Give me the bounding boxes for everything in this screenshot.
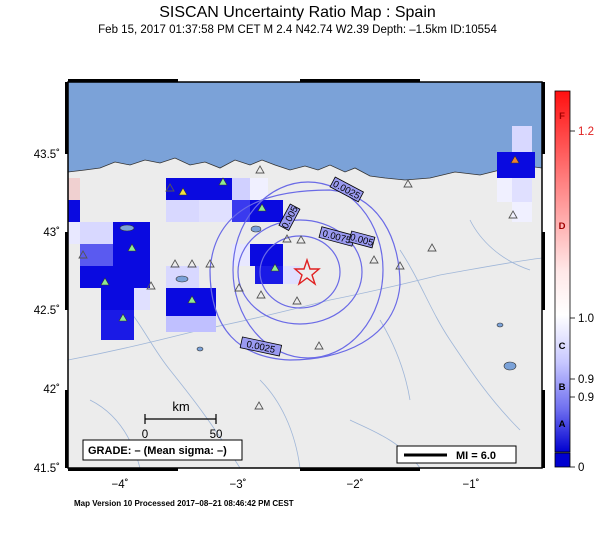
colorbar-value: 1.0 [578,313,594,325]
sea-area [68,82,542,180]
lakes [119,224,517,371]
grade-box: GRADE: – (Mean sigma: –) [82,439,243,461]
colorbar-value: 0.9 [578,374,594,386]
colorbar-letter: D [559,221,566,232]
map-title: SISCAN Uncertainty Ratio Map : Spain [159,4,436,21]
mi-text: MI = 6.0 [456,450,496,462]
lat-tick-label: 43.5˚ [34,149,60,161]
coastline [68,157,542,181]
stations-colored[interactable] [100,155,520,322]
lon-tick-label: −3˚ [230,479,247,491]
latitude-ticks: 43.5˚ 43˚ 42.5˚ 42˚ 41.5˚ [34,149,60,475]
colorbar-letter: B [559,382,566,393]
scale-unit: km [172,399,189,414]
uncertainty-contours [209,181,401,361]
colorbar-letter: F [559,111,565,122]
colorbar-value: 0 [578,462,584,474]
scale-bar: km 0 50 [142,399,223,441]
colorbar-letter: C [559,341,566,352]
stations[interactable] [78,165,518,410]
lon-tick-label: −2˚ [347,479,364,491]
map-version-footer: Map Version 10 Processed 2017–08–21 08:4… [74,499,294,508]
lat-tick-label: 42˚ [43,384,60,396]
longitude-ticks: −4˚ −3˚ −2˚ −1˚ [112,479,480,491]
colorbar-value: 0.9 [578,392,594,404]
scale-label: 50 [210,429,223,441]
mi-legend: MI = 6.0 [396,445,517,464]
lat-tick-label: 43˚ [43,227,60,239]
lat-tick-label: 42.5˚ [34,305,60,317]
epicenter-star[interactable] [293,257,321,286]
lon-tick-label: −4˚ [112,479,129,491]
grade-text: GRADE: – (Mean sigma: –) [88,445,227,457]
map-body: 0.0025 0.005 0.0075 0.005 0.0025 [68,82,542,468]
map-frame [65,79,545,471]
lat-tick-label: 41.5˚ [34,463,60,475]
colorbar-letter: A [559,419,566,430]
colorbar: F D C B A 1.2 1.0 0.9 0.9 0 [554,90,594,474]
colorbar-value: 1.2 [578,126,594,138]
lon-tick-label: −1˚ [463,479,480,491]
scale-label: 0 [142,429,148,441]
uncertainty-cells [68,126,535,340]
event-subtitle: Feb 15, 2017 01:37:58 PM CET M 2.4 N42.7… [98,24,497,36]
